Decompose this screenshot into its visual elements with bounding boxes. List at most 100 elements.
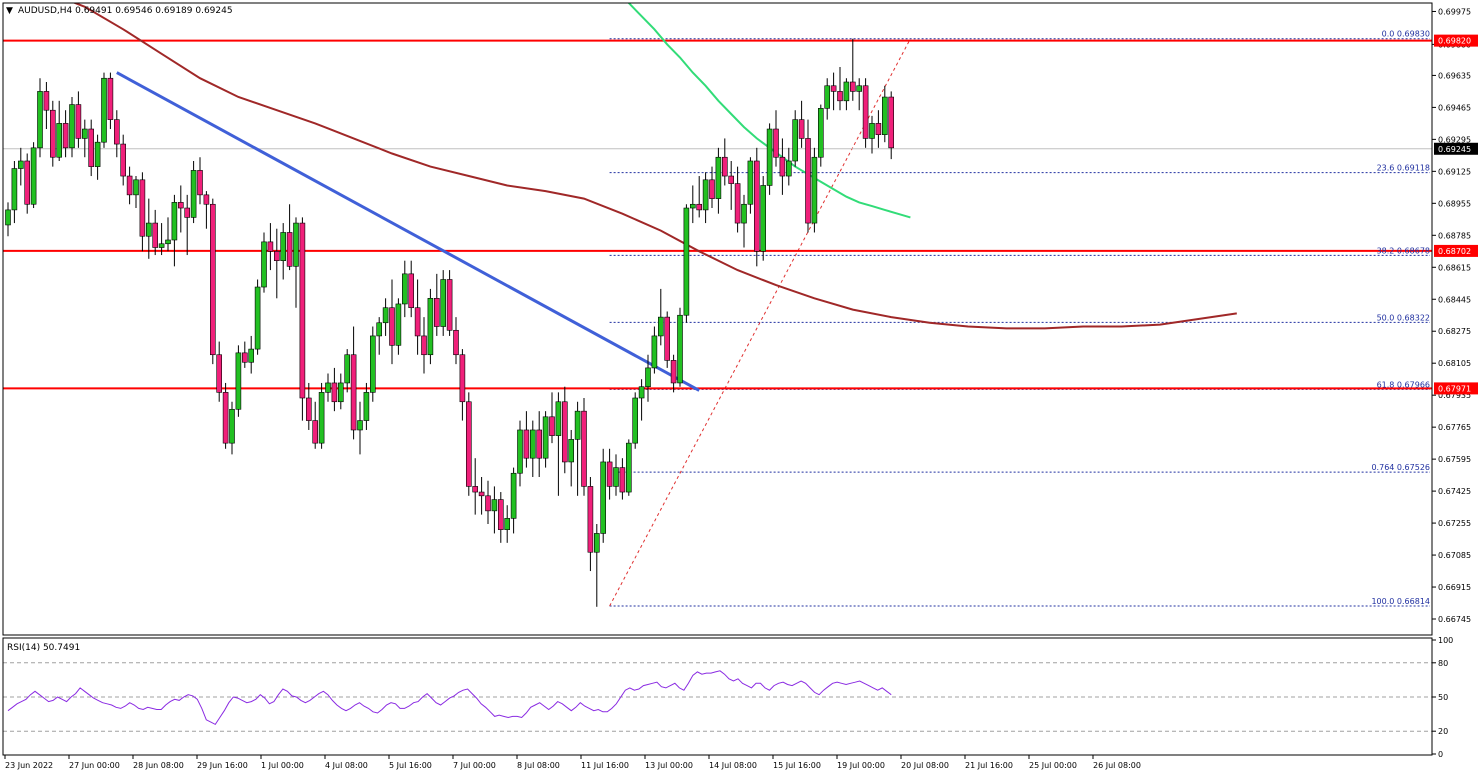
rsi-axis-label: 50 <box>1438 693 1448 702</box>
price-axis-label: 0.67595 <box>1438 455 1471 464</box>
candle <box>369 326 376 402</box>
candle <box>325 373 331 402</box>
candle <box>305 382 312 430</box>
bear-candle-body <box>421 335 427 356</box>
bull-candle-body <box>504 518 511 530</box>
candle <box>56 100 63 161</box>
candle <box>75 91 82 148</box>
candle <box>760 176 767 261</box>
candle <box>696 176 703 218</box>
candle <box>485 480 491 525</box>
candle <box>881 85 888 143</box>
bear-candle-body <box>216 354 222 393</box>
bull-candle-body <box>517 429 523 474</box>
price-axis-label: 0.67425 <box>1438 487 1471 496</box>
bull-candle-body <box>811 156 818 224</box>
candle <box>773 110 779 167</box>
price-panel[interactable]: 0.0 0.69830 23.6 0.69118 38.2 0.68678 50.0 … <box>3 0 1478 770</box>
candle <box>747 157 754 214</box>
candle <box>395 298 402 355</box>
candle <box>197 157 203 205</box>
bull-candle-body <box>56 123 63 158</box>
candle <box>593 524 600 607</box>
candle <box>683 204 690 323</box>
bull-candle-body <box>542 416 549 459</box>
candle <box>414 279 421 355</box>
candle <box>805 119 811 233</box>
rsi-axis-label: 100 <box>1438 636 1453 645</box>
candle <box>478 477 485 515</box>
bull-candle-body <box>741 203 747 224</box>
bull-candle-body <box>190 170 197 218</box>
candle <box>133 176 139 209</box>
bull-candle-body <box>363 392 370 421</box>
bear-candle-body <box>242 352 248 363</box>
candle <box>293 217 299 308</box>
candle <box>62 110 69 158</box>
bull-candle-body <box>677 314 683 384</box>
bull-candle-body <box>440 279 447 327</box>
dropdown-arrow-icon[interactable]: ▼ <box>6 6 13 16</box>
price-axis-label: 0.69465 <box>1438 103 1471 112</box>
bull-candle-body <box>574 410 581 440</box>
bull-candle-body <box>824 85 831 109</box>
candle <box>491 486 498 534</box>
time-axis-label: 5 Jul 16:00 <box>389 761 432 770</box>
candle <box>337 373 344 410</box>
bull-candle-body <box>94 141 101 167</box>
bull-candle-body <box>293 222 299 267</box>
candle <box>286 204 293 271</box>
price-axis-label: 0.67085 <box>1438 551 1471 560</box>
candle <box>165 217 171 252</box>
bear-candle-body <box>478 491 485 497</box>
candle <box>446 270 453 336</box>
bear-candle-body <box>152 222 158 248</box>
candle <box>433 273 440 336</box>
bear-candle-body <box>561 401 568 463</box>
level-tag-text: 0.68702 <box>1438 247 1471 256</box>
candle <box>504 505 511 543</box>
bear-candle-body <box>472 486 479 493</box>
candle <box>178 185 184 233</box>
candle <box>606 448 613 500</box>
bear-candle-body <box>88 128 94 167</box>
bear-candle-body <box>773 128 779 158</box>
bull-candle-body <box>325 382 331 393</box>
time-axis-label: 29 Jun 16:00 <box>197 761 248 770</box>
candle <box>670 354 677 393</box>
time-axis-label: 7 Jul 00:00 <box>453 761 496 770</box>
bear-candle-body <box>849 81 856 92</box>
bull-candle-body <box>395 303 402 346</box>
bear-candle-body <box>837 91 843 102</box>
level-tag-text: 0.67971 <box>1438 384 1471 393</box>
bear-candle-body <box>888 96 895 149</box>
rsi-panel[interactable]: 100 80 50 20 0 <box>3 636 1453 759</box>
candle <box>689 185 696 224</box>
candle <box>613 454 619 496</box>
descending-trendline[interactable] <box>116 71 700 392</box>
candle <box>273 228 280 299</box>
bear-candle-body <box>664 316 671 361</box>
bear-candle-body <box>197 170 203 196</box>
bull-candle-body <box>632 397 639 444</box>
price-axis-label: 0.68955 <box>1438 199 1471 208</box>
candle <box>715 147 722 214</box>
candle <box>222 382 229 449</box>
bear-candle-body <box>606 461 613 487</box>
bull-candle-body <box>593 533 600 553</box>
level-tag <box>1434 244 1478 257</box>
bear-candle-body <box>210 203 216 356</box>
bull-candle-body <box>856 85 863 92</box>
bear-candle-body <box>43 91 50 111</box>
bull-candle-body <box>600 461 607 534</box>
candle <box>357 401 363 455</box>
candle <box>146 198 152 259</box>
candle <box>632 392 639 449</box>
candle <box>11 161 18 224</box>
bull-candle-body <box>376 322 383 337</box>
candle <box>542 411 549 468</box>
chart-labels: ▼ AUDUSD,H4 0.69491 0.69546 0.69189 0.69… <box>6 6 233 653</box>
bear-candle-body <box>350 354 357 431</box>
